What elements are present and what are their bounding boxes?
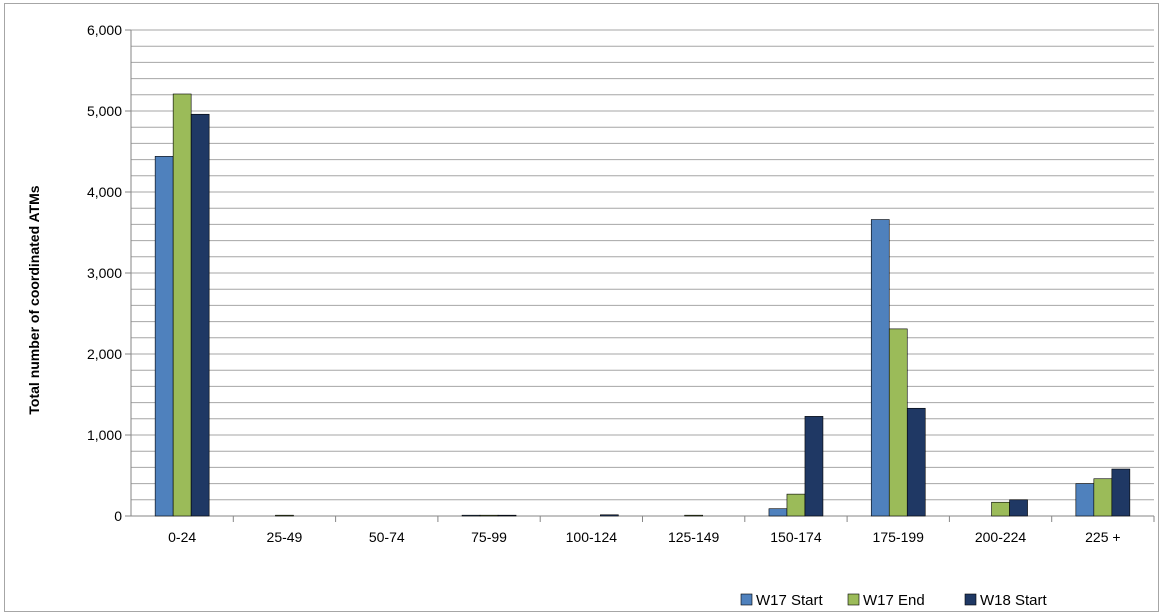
y-axis-label: Total number of coordinated ATMs: [26, 185, 42, 414]
bar: [497, 514, 517, 517]
legend: W17 Start W17 End W18 Start: [740, 592, 1048, 609]
bars: [154, 93, 1131, 517]
x-tick-label: 175-199: [873, 529, 925, 545]
legend-label: W17 End: [863, 592, 925, 609]
y-tick-label: 3,000: [87, 265, 122, 281]
x-tick-label: 75-99: [471, 529, 507, 545]
legend-swatch: [740, 593, 753, 606]
bar: [804, 416, 824, 517]
bar: [172, 93, 192, 517]
bar: [275, 514, 294, 517]
y-tick-label: 4,000: [87, 184, 122, 200]
bar: [154, 156, 174, 517]
y-tick-label: 0: [114, 508, 122, 524]
bar: [190, 113, 210, 517]
y-tick-labels: 0 1,000 2,000 3,000 4,000 5,000 6,000: [87, 22, 122, 524]
bar: [600, 514, 619, 517]
y-tick-label: 1,000: [87, 427, 122, 443]
bar: [1111, 468, 1131, 517]
y-tick-label: 5,000: [87, 103, 122, 119]
bar: [991, 501, 1010, 517]
bar: [1093, 478, 1113, 517]
x-tick-label: 225 +: [1085, 529, 1120, 545]
bar: [479, 514, 499, 517]
bar: [888, 328, 908, 517]
x-tick-labels: 0-24 25-49 50-74 75-99 100-124 125-149 150-174…: [168, 529, 1120, 545]
x-tick-label: 0-24: [168, 529, 196, 545]
y-tick-label: 2,000: [87, 346, 122, 362]
bar: [870, 219, 890, 517]
x-tick-label: 100-124: [566, 529, 618, 545]
legend-label: W18 Start: [980, 592, 1048, 609]
x-tick-label: 50-74: [369, 529, 405, 545]
x-tick-label: 125-149: [668, 529, 720, 545]
y-tick-label: 6,000: [87, 22, 122, 38]
x-tick-label: 25-49: [267, 529, 303, 545]
bar: [1075, 483, 1095, 517]
bar: [786, 493, 806, 517]
bar: [684, 514, 703, 517]
bar: [906, 407, 926, 517]
bar: [461, 514, 481, 517]
bar: [768, 508, 788, 517]
x-tick-label: 200-224: [975, 529, 1027, 545]
legend-swatch: [847, 593, 860, 606]
legend-label: W17 Start: [756, 592, 824, 609]
x-tick-label: 150-174: [770, 529, 822, 545]
legend-swatch: [964, 593, 977, 606]
bar: [1009, 499, 1028, 517]
gridlines: [131, 29, 1154, 501]
axes: [125, 29, 1155, 522]
